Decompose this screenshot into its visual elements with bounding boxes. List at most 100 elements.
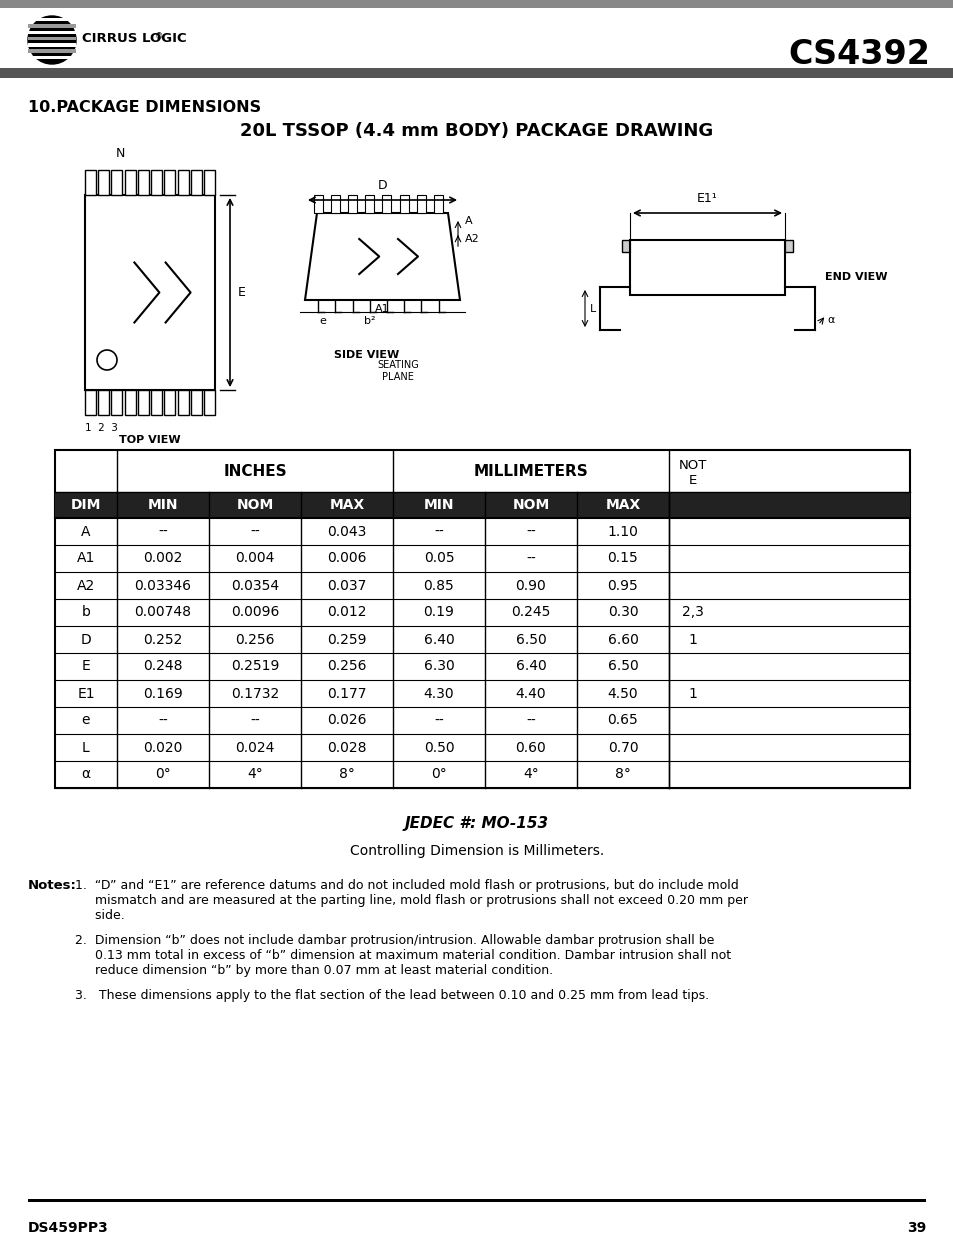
Bar xyxy=(331,195,339,212)
Text: NOM: NOM xyxy=(512,498,549,513)
Bar xyxy=(365,195,374,212)
Text: 0°: 0° xyxy=(431,767,446,782)
Text: MAX: MAX xyxy=(329,498,364,513)
Text: 1: 1 xyxy=(687,687,697,700)
Bar xyxy=(98,170,109,195)
Text: 6.40: 6.40 xyxy=(423,632,454,646)
Bar xyxy=(125,390,135,415)
Text: 0.13 mm total in excess of “b” dimension at maximum material condition. Dambar i: 0.13 mm total in excess of “b” dimension… xyxy=(75,948,730,962)
Text: 0.037: 0.037 xyxy=(327,578,366,593)
Bar xyxy=(382,195,391,212)
Bar xyxy=(85,195,214,390)
Bar xyxy=(28,25,76,27)
Bar xyxy=(164,170,175,195)
Text: 0.248: 0.248 xyxy=(143,659,183,673)
Bar xyxy=(28,49,76,53)
Text: 4.40: 4.40 xyxy=(516,687,546,700)
Bar xyxy=(28,56,76,59)
Bar xyxy=(177,390,189,415)
Text: INCHES: INCHES xyxy=(223,463,287,478)
Text: 0.15: 0.15 xyxy=(607,552,638,566)
Text: L: L xyxy=(82,741,90,755)
Text: --: -- xyxy=(158,714,168,727)
Text: 8°: 8° xyxy=(338,767,355,782)
Text: Notes:: Notes: xyxy=(28,879,77,892)
Text: D: D xyxy=(81,632,91,646)
Text: 0.043: 0.043 xyxy=(327,525,366,538)
Text: 6.50: 6.50 xyxy=(607,659,638,673)
Text: MIN: MIN xyxy=(423,498,454,513)
Text: mismatch and are measured at the parting line, mold flash or protrusions shall n: mismatch and are measured at the parting… xyxy=(75,894,747,906)
Text: 0.256: 0.256 xyxy=(327,659,366,673)
Text: 0.60: 0.60 xyxy=(515,741,546,755)
Text: 0.256: 0.256 xyxy=(235,632,274,646)
Bar xyxy=(0,0,953,7)
Text: TOP VIEW: TOP VIEW xyxy=(119,435,181,445)
Text: D: D xyxy=(377,179,387,191)
Text: 6.60: 6.60 xyxy=(607,632,638,646)
Text: JEDEC #: MO-153: JEDEC #: MO-153 xyxy=(404,816,549,831)
Text: 1: 1 xyxy=(687,632,697,646)
Text: 0.65: 0.65 xyxy=(607,714,638,727)
Bar xyxy=(55,492,909,517)
Bar xyxy=(85,170,96,195)
Text: side.: side. xyxy=(75,909,125,923)
Text: b²: b² xyxy=(364,316,375,326)
Text: 0.85: 0.85 xyxy=(423,578,454,593)
Text: 0.0096: 0.0096 xyxy=(231,605,279,620)
Bar xyxy=(55,450,909,788)
Text: ®: ® xyxy=(154,32,163,41)
Text: 0.90: 0.90 xyxy=(515,578,546,593)
Text: A: A xyxy=(464,216,472,226)
Text: 0.95: 0.95 xyxy=(607,578,638,593)
Text: 1.10: 1.10 xyxy=(607,525,638,538)
Text: DIM: DIM xyxy=(71,498,101,513)
Bar xyxy=(177,170,189,195)
Text: A1: A1 xyxy=(77,552,95,566)
Text: 0.03346: 0.03346 xyxy=(134,578,192,593)
Text: 20L TSSOP (4.4 mm BODY) PACKAGE DRAWING: 20L TSSOP (4.4 mm BODY) PACKAGE DRAWING xyxy=(240,122,713,140)
Text: --: -- xyxy=(250,525,259,538)
Text: 0.020: 0.020 xyxy=(143,741,182,755)
Circle shape xyxy=(28,16,76,64)
Text: α: α xyxy=(826,315,834,325)
Text: A: A xyxy=(81,525,91,538)
Bar xyxy=(204,390,214,415)
Text: E: E xyxy=(82,659,91,673)
Text: N: N xyxy=(115,147,125,161)
Text: CS4392: CS4392 xyxy=(787,38,929,72)
Text: L: L xyxy=(589,304,596,314)
Text: e: e xyxy=(82,714,91,727)
Text: 0.19: 0.19 xyxy=(423,605,454,620)
Text: 0.05: 0.05 xyxy=(423,552,454,566)
Bar xyxy=(434,195,443,212)
Text: A2: A2 xyxy=(464,235,479,245)
Text: 0.012: 0.012 xyxy=(327,605,366,620)
Text: --: -- xyxy=(434,525,443,538)
Text: 0.30: 0.30 xyxy=(607,605,638,620)
Bar xyxy=(314,195,322,212)
Text: 0.252: 0.252 xyxy=(143,632,182,646)
Text: MIN: MIN xyxy=(148,498,178,513)
Bar xyxy=(191,390,202,415)
Text: 4.30: 4.30 xyxy=(423,687,454,700)
Bar xyxy=(629,240,784,295)
Bar xyxy=(0,68,953,78)
Text: 0.026: 0.026 xyxy=(327,714,366,727)
Text: α: α xyxy=(81,767,91,782)
Text: E: E xyxy=(688,474,696,487)
Text: --: -- xyxy=(250,714,259,727)
Text: 0.006: 0.006 xyxy=(327,552,366,566)
Text: 0.0354: 0.0354 xyxy=(231,578,279,593)
Text: 6.50: 6.50 xyxy=(515,632,546,646)
Text: 0.70: 0.70 xyxy=(607,741,638,755)
Bar xyxy=(416,195,425,212)
Text: MAX: MAX xyxy=(605,498,640,513)
Text: 10.PACKAGE DIMENSIONS: 10.PACKAGE DIMENSIONS xyxy=(28,100,261,115)
Text: 0°: 0° xyxy=(155,767,171,782)
Bar xyxy=(204,170,214,195)
Text: E1¹: E1¹ xyxy=(697,191,717,205)
Text: MILLIMETERS: MILLIMETERS xyxy=(473,463,588,478)
Text: 0.245: 0.245 xyxy=(511,605,550,620)
Text: CIRRUS LOGIC: CIRRUS LOGIC xyxy=(82,32,187,44)
